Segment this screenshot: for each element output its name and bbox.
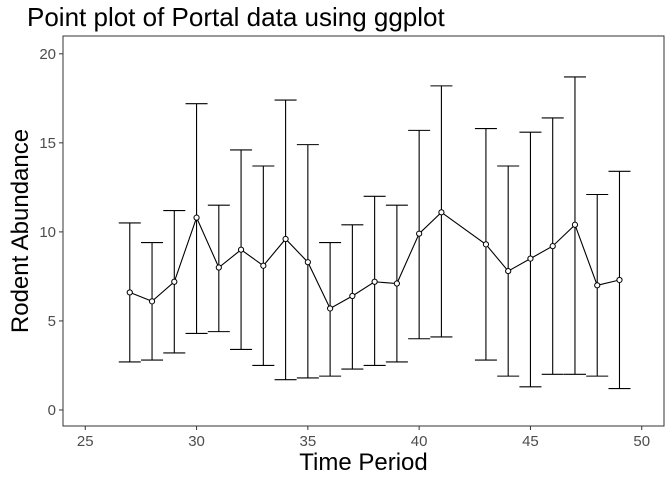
data-point xyxy=(215,264,222,271)
data-point xyxy=(438,209,445,216)
plot-panel-border xyxy=(62,35,665,427)
data-point xyxy=(549,243,556,250)
data-point xyxy=(282,235,289,243)
x-tick-label: 50 xyxy=(633,433,650,450)
y-tick-label: 5 xyxy=(48,313,56,330)
data-point xyxy=(237,246,245,253)
x-tick-label: 25 xyxy=(77,433,94,450)
data-point xyxy=(393,280,400,287)
data-point xyxy=(260,262,267,269)
data-point xyxy=(193,214,200,221)
data-point xyxy=(304,259,311,266)
data-point xyxy=(594,282,601,289)
x-tick-label: 45 xyxy=(522,433,539,450)
series-line xyxy=(129,211,620,310)
data-point xyxy=(505,267,512,275)
x-tick-label: 30 xyxy=(188,433,205,450)
data-point xyxy=(171,278,178,285)
data-point xyxy=(349,292,356,300)
x-tick-label: 35 xyxy=(300,433,317,450)
data-point xyxy=(571,221,579,228)
data-point xyxy=(371,278,378,285)
x-tick-label: 40 xyxy=(411,433,428,450)
chart-title: Point plot of Portal data using ggplot xyxy=(27,2,445,32)
y-tick-label: 15 xyxy=(39,135,56,152)
data-point xyxy=(482,241,490,248)
data-point xyxy=(416,230,423,237)
y-tick-label: 0 xyxy=(48,402,56,419)
data-point xyxy=(327,305,334,312)
data-point xyxy=(527,255,534,262)
y-axis-title: Rodent Abundance xyxy=(7,129,34,333)
x-axis-title: Time Period xyxy=(299,449,427,476)
data-point xyxy=(148,298,156,305)
y-tick-label: 10 xyxy=(39,224,56,241)
data-point xyxy=(616,276,623,284)
y-tick-label: 20 xyxy=(39,46,56,63)
data-point xyxy=(126,289,133,296)
